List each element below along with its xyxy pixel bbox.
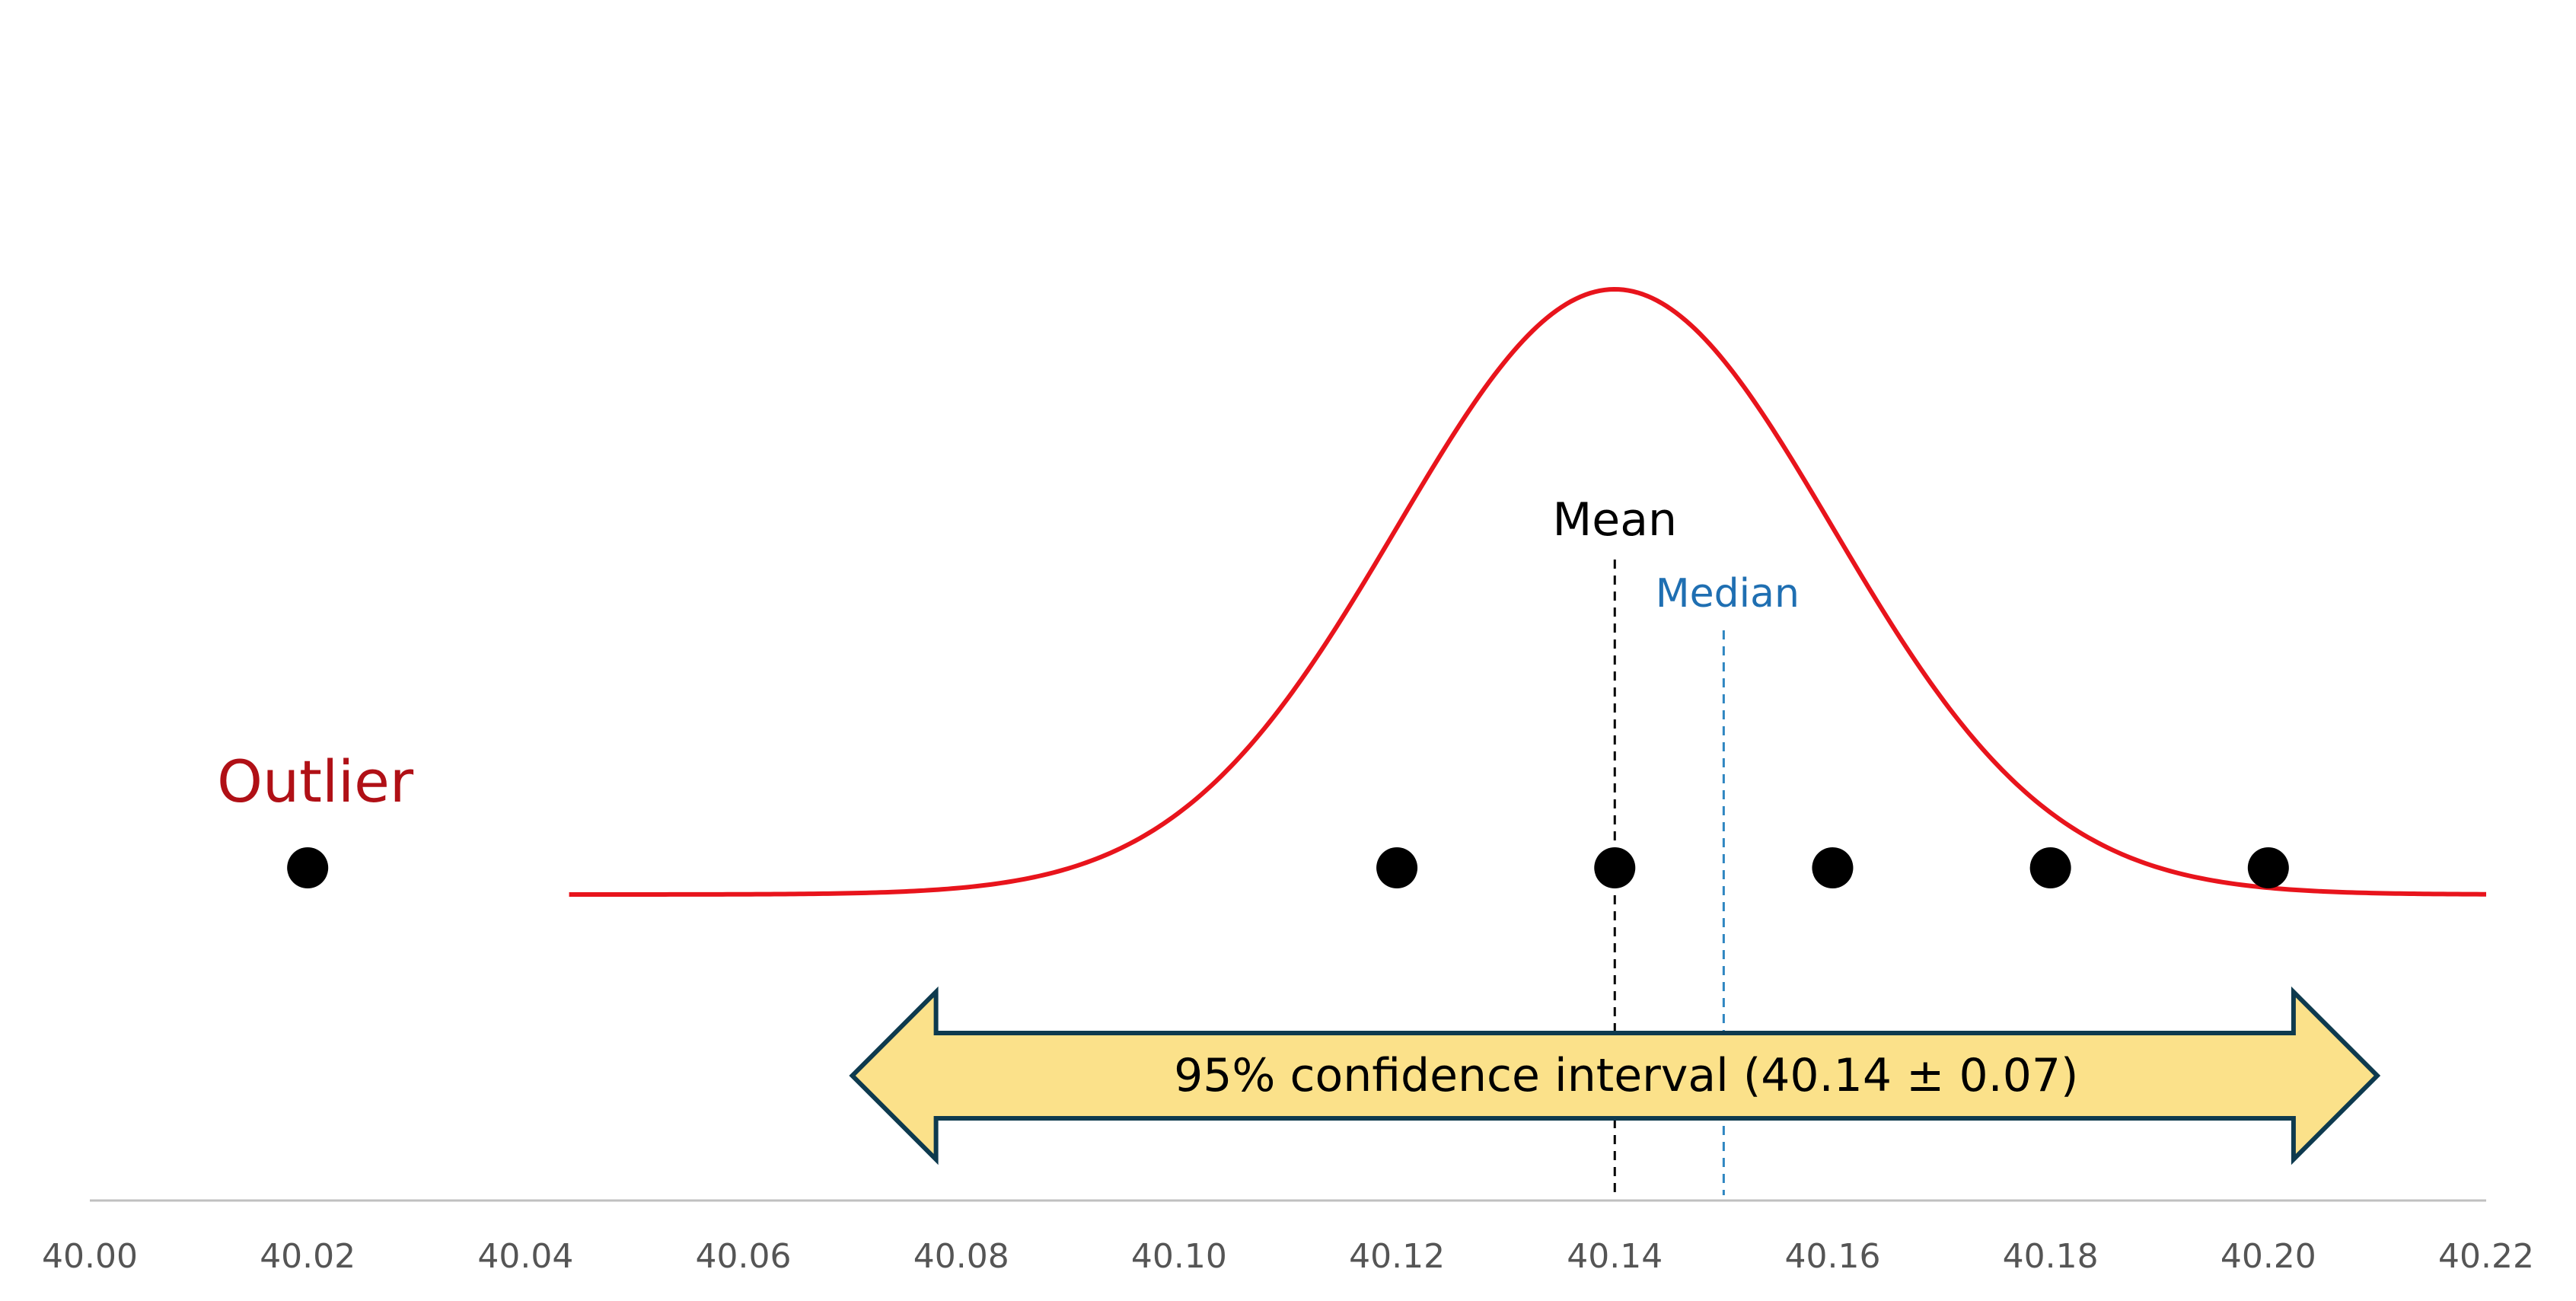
x-tick-label: 40.14 [1567, 1237, 1663, 1276]
x-tick-label: 40.00 [42, 1237, 138, 1276]
data-point [1376, 847, 1418, 888]
confidence-interval-arrow [849, 986, 2381, 1165]
median-label: Median [1656, 571, 1800, 617]
mean-label: Mean [1553, 493, 1677, 547]
x-tick-label: 40.02 [260, 1237, 355, 1276]
data-point [2247, 847, 2289, 888]
data-points [287, 847, 2289, 888]
data-point [1812, 847, 1854, 888]
x-tick-label: 40.08 [913, 1237, 1009, 1276]
x-tick-label: 40.16 [1784, 1237, 1880, 1276]
x-tick-label: 40.10 [1131, 1237, 1227, 1276]
x-tick-label: 40.04 [477, 1237, 573, 1276]
confidence-interval-label: 95% confidence interval (40.14 ± 0.07) [1174, 1049, 2078, 1102]
x-axis-ticks: 40.00 40.02 40.04 40.06 40.08 40.10 40.12 40.14… [42, 1237, 2534, 1276]
data-point [1594, 847, 1636, 888]
x-tick-label: 40.06 [696, 1237, 792, 1276]
x-tick-label: 40.18 [2003, 1237, 2099, 1276]
data-point [287, 847, 329, 888]
normal-distribution-curve [569, 287, 2487, 897]
x-tick-label: 40.20 [2221, 1237, 2316, 1276]
data-point [2029, 847, 2071, 888]
x-tick-label: 40.12 [1349, 1237, 1445, 1276]
x-tick-label: 40.22 [2438, 1237, 2534, 1276]
outlier-label: Outlier [217, 748, 414, 815]
